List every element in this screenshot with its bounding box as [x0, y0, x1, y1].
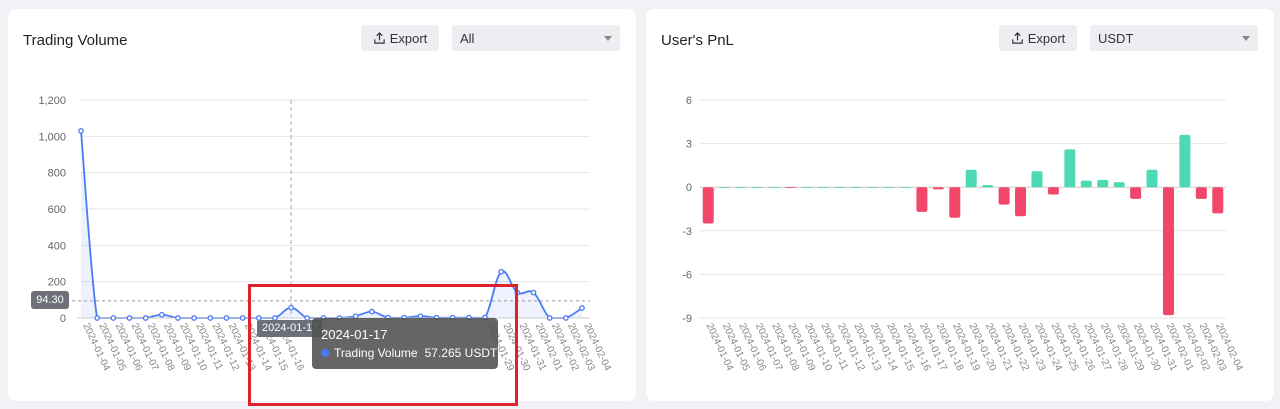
currency-select-value: USDT: [1098, 31, 1134, 46]
pnl-bar: [1080, 180, 1092, 188]
export-icon: [1011, 31, 1023, 44]
data-point: [191, 315, 197, 321]
y-tick-label: 800: [48, 168, 66, 180]
tooltip-row: Trading Volume 57.265 USDT: [321, 346, 497, 360]
y-tick-label: -9: [682, 313, 692, 325]
y-tick-label: 1,000: [38, 131, 66, 143]
pnl-bar: [1195, 187, 1207, 199]
y-tick-label: -6: [682, 269, 692, 281]
export-button[interactable]: Export: [999, 25, 1077, 51]
series-area: [81, 130, 582, 318]
pnl-bar: [932, 187, 944, 190]
tooltip-series-name: Trading Volume: [334, 346, 418, 360]
pnl-bar: [1113, 182, 1125, 188]
data-point: [288, 304, 294, 311]
pnl-bar: [1097, 179, 1109, 188]
pnl-bar: [1146, 169, 1158, 188]
pnl-bar: [1130, 187, 1142, 199]
data-point: [175, 315, 181, 321]
series-dot-icon: [321, 349, 329, 357]
pnl-bar: [752, 187, 764, 188]
pnl-bar: [949, 187, 961, 218]
average-markline-label: 94.30: [31, 291, 69, 309]
pnl-bar: [784, 187, 796, 188]
data-point: [530, 289, 537, 296]
chart-tooltip: 2024-01-17 Trading Volume 57.265 USDT: [312, 318, 498, 369]
data-point: [126, 315, 133, 321]
users-pnl-title: User's PnL: [661, 32, 734, 49]
pnl-bar: [965, 169, 977, 188]
tooltip-value: 57.265 USDT: [424, 346, 498, 360]
data-point: [158, 311, 165, 318]
data-point: [239, 315, 246, 321]
pnl-bar: [899, 187, 911, 188]
pnl-bar: [702, 187, 714, 224]
pnl-bar: [735, 187, 747, 188]
y-tick-label: 0: [60, 313, 66, 325]
pnl-bar: [1031, 171, 1043, 188]
y-tick-label: 3: [686, 139, 692, 151]
y-tick-label: 1,200: [38, 95, 66, 107]
data-point: [369, 308, 375, 315]
export-button[interactable]: Export: [361, 25, 439, 51]
data-point: [562, 315, 569, 321]
data-point: [110, 315, 117, 321]
y-tick-label: 6: [686, 95, 692, 107]
pnl-bar: [883, 187, 895, 188]
pnl-bar: [998, 187, 1010, 205]
export-button-label: Export: [1027, 30, 1066, 46]
pnl-bar: [1179, 134, 1191, 188]
filter-select[interactable]: All: [452, 25, 620, 51]
pnl-bar: [916, 187, 928, 212]
data-point: [579, 305, 585, 311]
data-point: [546, 315, 553, 321]
data-point: [498, 268, 505, 275]
currency-select[interactable]: USDT: [1090, 25, 1258, 51]
y-tick-label: 0: [686, 182, 692, 194]
y-tick-label: 600: [48, 204, 66, 216]
export-button-label: Export: [389, 30, 428, 46]
pnl-bar: [867, 187, 879, 188]
data-point: [78, 128, 84, 134]
pnl-bar: [817, 187, 829, 188]
chevron-down-icon: [1242, 36, 1250, 41]
data-point: [207, 315, 214, 321]
pnl-bar: [1064, 149, 1076, 188]
pnl-bar: [1047, 187, 1059, 195]
pnl-bar: [801, 187, 813, 188]
y-tick-label: -3: [682, 226, 692, 238]
trading-volume-title: Trading Volume: [23, 32, 128, 49]
axis-pointer-label: 2024-01-17: [257, 320, 322, 337]
pnl-bar: [1212, 187, 1224, 214]
pnl-bar: [719, 187, 731, 188]
highlight-annotation-box: [248, 284, 518, 406]
pnl-bar: [834, 187, 846, 188]
pnl-bar: [982, 185, 994, 188]
data-point: [142, 315, 149, 321]
tooltip-date: 2024-01-17: [321, 327, 388, 342]
y-tick-label: 200: [48, 277, 66, 289]
pnl-bar: [850, 187, 862, 188]
pnl-bar: [1162, 187, 1174, 316]
data-point: [223, 315, 230, 321]
pnl-bar: [1015, 187, 1027, 217]
data-point: [94, 315, 101, 321]
y-tick-label: 400: [48, 240, 66, 252]
chevron-down-icon: [604, 36, 612, 41]
pnl-bar: [768, 187, 780, 188]
filter-select-value: All: [460, 31, 475, 46]
export-icon: [373, 31, 385, 44]
